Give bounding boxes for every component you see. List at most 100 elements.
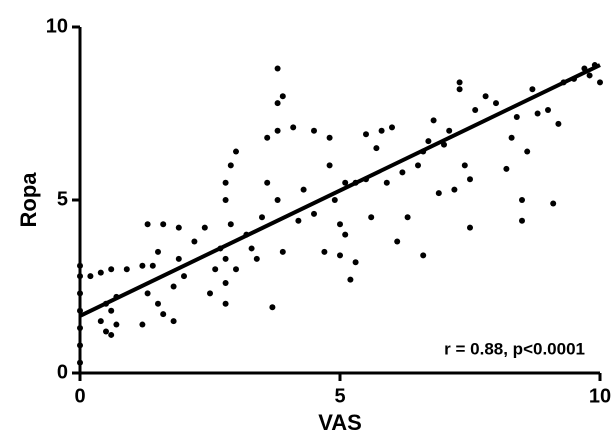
point — [77, 262, 83, 269]
point — [77, 273, 83, 280]
point — [519, 217, 525, 224]
point — [311, 127, 317, 134]
point — [456, 79, 463, 86]
point — [524, 148, 531, 155]
y-tick-label: 0 — [57, 361, 68, 383]
point — [160, 311, 167, 318]
x-tick-label: 10 — [589, 385, 611, 407]
point — [108, 331, 115, 338]
point — [175, 224, 182, 231]
point — [550, 200, 557, 207]
point — [144, 290, 151, 297]
point — [331, 197, 338, 203]
point — [352, 259, 359, 266]
point — [77, 307, 83, 314]
point — [508, 134, 515, 141]
point — [259, 214, 265, 221]
point — [222, 197, 229, 203]
point — [290, 124, 297, 131]
y-tick-label: 5 — [57, 188, 68, 210]
point — [472, 107, 479, 114]
point — [222, 255, 229, 262]
point — [170, 318, 177, 325]
point — [201, 224, 208, 231]
point — [394, 238, 401, 245]
y-tick-label: 10 — [46, 15, 68, 37]
point — [108, 266, 115, 273]
point — [378, 127, 385, 134]
point — [274, 100, 281, 107]
point — [233, 148, 239, 155]
point — [321, 248, 328, 255]
point — [430, 117, 437, 124]
point — [248, 245, 255, 252]
point — [77, 359, 83, 366]
point — [155, 300, 161, 307]
point — [108, 307, 115, 314]
point — [222, 280, 229, 287]
point — [311, 210, 317, 217]
point — [467, 224, 473, 231]
point — [253, 255, 260, 262]
point — [264, 179, 271, 186]
point — [77, 325, 83, 332]
point — [207, 290, 213, 297]
point — [233, 266, 239, 273]
point — [545, 107, 551, 114]
point — [279, 93, 286, 100]
point — [144, 221, 151, 228]
point — [425, 138, 432, 145]
point — [139, 321, 146, 328]
point — [342, 179, 349, 186]
point — [326, 162, 333, 169]
point — [519, 197, 525, 203]
point — [269, 304, 276, 311]
point — [368, 214, 375, 221]
point — [415, 162, 421, 169]
point — [534, 110, 541, 117]
x-tick-label: 5 — [334, 385, 345, 407]
point — [149, 262, 156, 269]
point — [123, 266, 130, 273]
point — [461, 162, 468, 169]
point — [404, 214, 411, 221]
point — [97, 269, 104, 276]
point — [222, 179, 229, 186]
point — [160, 221, 167, 228]
point — [326, 134, 333, 141]
point — [373, 145, 380, 152]
annotation: r = 0.88, p<0.0001 — [444, 339, 585, 358]
point — [342, 231, 349, 238]
x-axis-title: VAS — [318, 410, 362, 435]
point — [300, 186, 307, 193]
point — [274, 127, 281, 134]
point — [264, 134, 271, 141]
point — [337, 252, 343, 259]
point — [399, 169, 406, 176]
point — [363, 131, 369, 138]
y-axis-title: Ropa — [16, 172, 41, 228]
point — [435, 190, 442, 197]
point — [274, 65, 281, 72]
point — [175, 255, 182, 262]
point — [103, 328, 109, 335]
point — [181, 273, 187, 280]
point — [155, 248, 161, 255]
point — [513, 113, 520, 120]
x-tick-label: 0 — [74, 385, 85, 407]
point — [347, 276, 354, 283]
point — [279, 248, 286, 255]
point — [555, 120, 562, 127]
point — [503, 165, 510, 172]
point — [389, 124, 395, 131]
point — [383, 179, 390, 186]
point — [295, 217, 302, 224]
point — [77, 342, 83, 349]
point — [222, 300, 229, 307]
point — [597, 79, 603, 86]
point — [227, 162, 234, 169]
point — [451, 186, 458, 193]
point — [529, 86, 536, 93]
point — [482, 93, 489, 100]
point — [586, 72, 593, 79]
